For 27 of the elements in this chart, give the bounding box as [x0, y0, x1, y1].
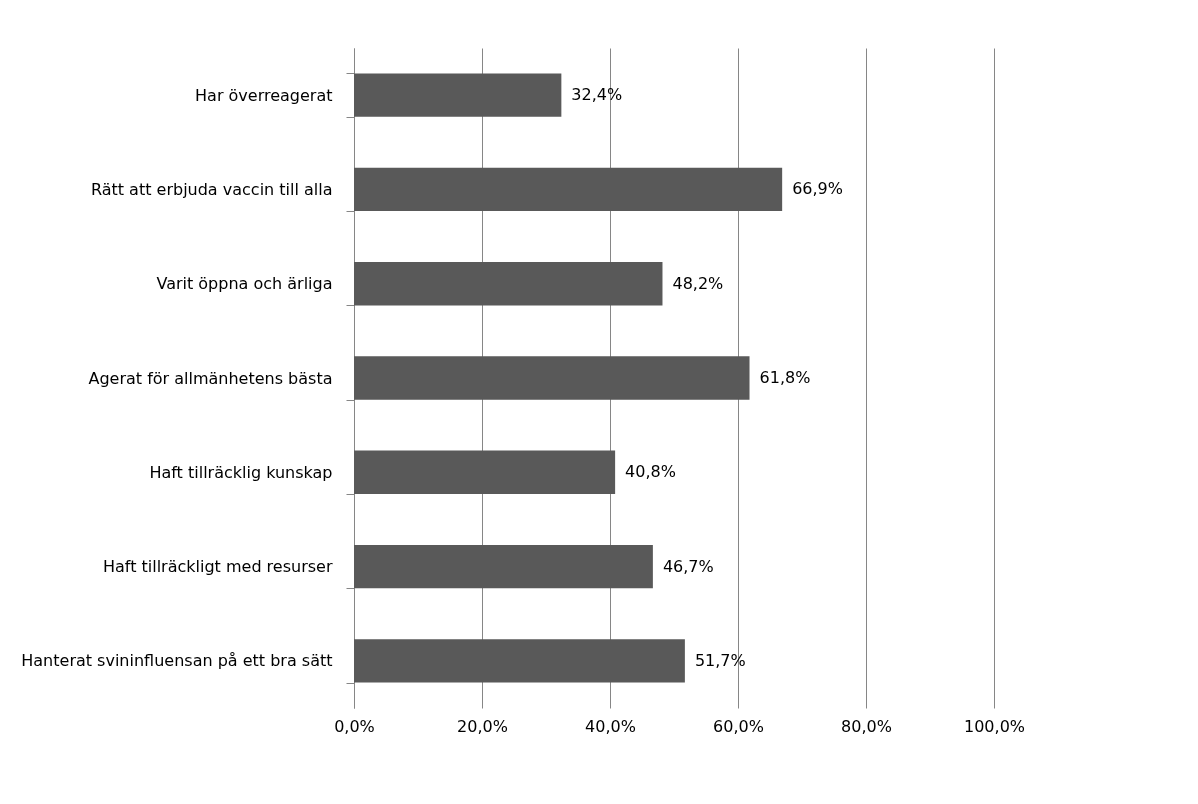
y-tick-label: Haft tillräcklig kunskap [149, 462, 333, 482]
x-tick-label: 0,0% [334, 716, 375, 736]
data-label: 40,8% [625, 462, 676, 482]
y-tick-label: Har överreagerat [195, 85, 333, 105]
bar [354, 544, 653, 589]
y-tick-label: Rätt att erbjuda vaccin till alla [90, 179, 333, 199]
bar [354, 167, 783, 212]
x-tick-label: 80,0% [841, 716, 892, 736]
y-tick-label: Varit öppna och ärliga [156, 274, 333, 294]
data-label: 61,8% [759, 368, 811, 387]
bar [354, 639, 685, 683]
data-label: 46,7% [662, 556, 714, 576]
data-label: 48,2% [672, 273, 724, 293]
bar [354, 73, 562, 117]
bar [354, 450, 616, 494]
data-label: 32,4% [571, 85, 623, 105]
bar [354, 356, 750, 400]
x-tick-label: 100,0% [963, 716, 1026, 736]
y-tick-label: Hanterat svininfluensan på ett bra sätt [21, 651, 333, 671]
y-tick-label: Agerat för allmänhetens bästa [88, 368, 333, 388]
bar [354, 262, 663, 306]
y-tick-label: Haft tillräckligt med resurser [102, 557, 333, 577]
x-tick-label: 40,0% [585, 716, 636, 736]
x-tick-label: 60,0% [713, 716, 764, 736]
data-label: 51,7% [694, 650, 746, 670]
x-tick-label: 20,0% [457, 716, 508, 736]
data-label: 66,9% [792, 179, 843, 199]
